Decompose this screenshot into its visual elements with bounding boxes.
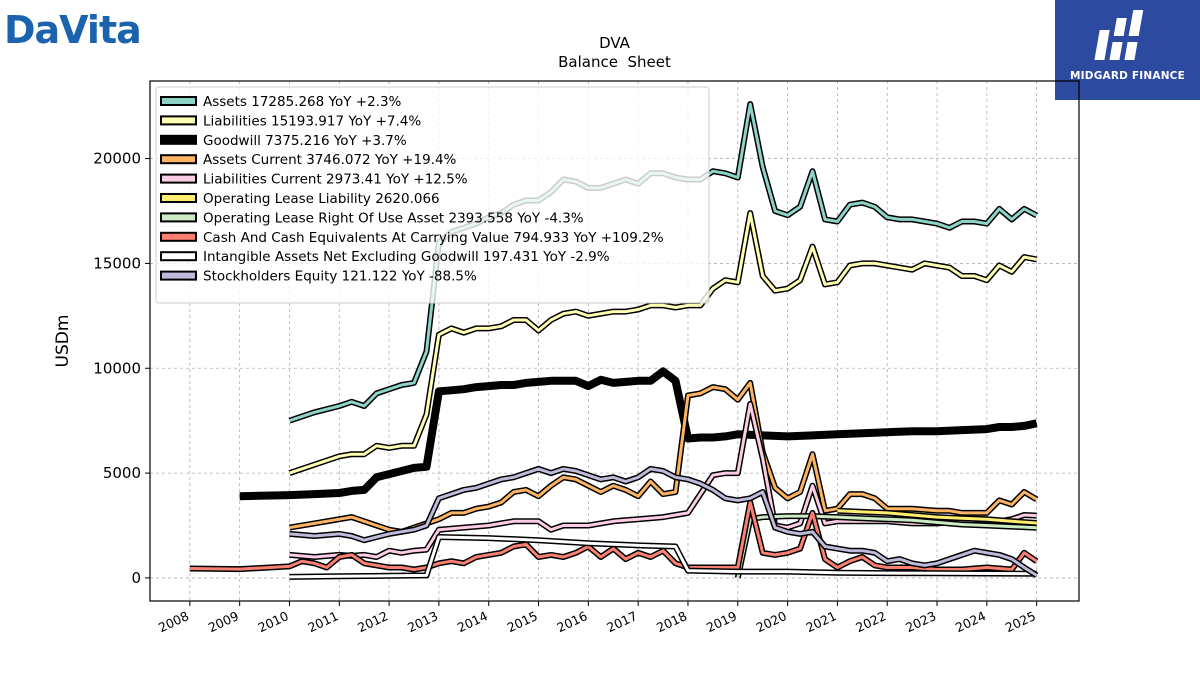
legend-label: Assets Current 3746.072 YoY +19.4% (203, 152, 457, 168)
series-layer (189, 101, 1039, 580)
y-tick-label: 0 (131, 569, 141, 587)
x-tick-label: 2014 (455, 608, 490, 635)
legend-label: Liabilities 15193.917 YoY +7.4% (203, 113, 421, 129)
legend-swatch (160, 173, 197, 184)
x-tick-label: 2022 (853, 608, 888, 635)
legend-label: Stockholders Equity 121.122 YoY -88.5% (203, 269, 477, 285)
legend-label: Assets 17285.268 YoY +2.3% (203, 94, 402, 110)
series-line (289, 381, 1038, 534)
chart-subtitle: Balance Sheet (558, 53, 671, 71)
x-tick-label: 2015 (505, 608, 540, 635)
legend-entry: Liabilities Current 2973.41 YoY +12.5% (160, 172, 468, 188)
series-operating-lease-right-of-use-asset (734, 513, 1037, 579)
x-tick-label: 2025 (1003, 608, 1038, 635)
y-tick-label: 10000 (93, 359, 141, 377)
series-line (289, 535, 1037, 579)
legend-label: Intangible Assets Net Excluding Goodwill… (203, 249, 610, 265)
legend-label: Cash And Cash Equivalents At Carrying Va… (203, 230, 664, 246)
y-axis-label: USDm (53, 315, 73, 368)
davita-logo-text: DaVita (4, 8, 142, 52)
legend-swatch (160, 115, 197, 126)
legend-swatch (160, 212, 197, 223)
x-tick-label: 2013 (405, 608, 440, 635)
x-tick-label: 2017 (604, 608, 639, 635)
midgard-finance-emblem-icon (1094, 10, 1148, 60)
x-tick-label: 2011 (305, 608, 340, 635)
x-tick-label: 2024 (953, 608, 988, 635)
series-assets-current (289, 379, 1039, 535)
legend-label: Liabilities Current 2973.41 YoY +12.5% (203, 172, 468, 188)
x-tick-label: 2016 (554, 608, 589, 635)
y-tick-label: 5000 (103, 464, 141, 482)
legend: Assets 17285.268 YoY +2.3% Liabilities 15… (155, 86, 710, 304)
legend-entry: Goodwill 7375.216 YoY +3.7% (160, 133, 407, 149)
x-tick-label: 2019 (704, 608, 739, 635)
y-tick-label: 20000 (93, 150, 141, 168)
series-line-outline (289, 534, 1037, 580)
legend-swatch (160, 231, 197, 242)
legend-swatch (160, 270, 197, 281)
legend-label: Operating Lease Liability 2620.066 (203, 191, 440, 207)
series-line (289, 467, 1038, 577)
x-tick-label: 2009 (206, 608, 241, 635)
legend-swatch (160, 134, 197, 145)
y-tick-label: 15000 (93, 254, 141, 272)
legend-entry: Operating Lease Right Of Use Asset 2393.… (160, 210, 584, 226)
legend-label: Operating Lease Right Of Use Asset 2393.… (203, 210, 584, 226)
legend-entry: Cash And Cash Equivalents At Carrying Va… (160, 230, 664, 246)
legend-entry: Operating Lease Liability 2620.066 (160, 191, 440, 207)
legend-swatch (160, 193, 197, 203)
series-cash-and-cash-equivalents-at-carrying-value (189, 499, 1039, 573)
series-line (837, 509, 1037, 525)
x-tick-label: 2020 (754, 608, 789, 635)
legend-swatch (160, 96, 197, 106)
chart-title: DVA (599, 34, 631, 52)
legend-swatch (160, 251, 197, 262)
x-tick-label: 2018 (654, 608, 689, 635)
series-line (289, 211, 1037, 475)
series-stockholders-equity (289, 465, 1039, 578)
davita-logo: DaVita (4, 8, 142, 52)
series-goodwill (239, 367, 1038, 501)
x-tick-label: 2023 (903, 608, 938, 635)
legend-swatch (160, 154, 197, 165)
x-tick-label: 2012 (355, 608, 390, 635)
series-line (736, 514, 1037, 579)
x-tick-label: 2010 (256, 608, 291, 635)
x-tick-label: 2008 (156, 608, 191, 635)
legend-entry: Assets Current 3746.072 YoY +19.4% (160, 152, 457, 168)
series-intangible-assets-net-excluding-goodwill (289, 534, 1037, 580)
legend-entry: Liabilities 15193.917 YoY +7.4% (160, 113, 421, 129)
x-tick-label: 2021 (804, 608, 839, 635)
series-operating-lease-liability (837, 507, 1037, 526)
midgard-finance-text: MIDGARD FINANCE (1070, 70, 1185, 82)
series-line (239, 367, 1038, 501)
plot-area-frame (149, 80, 1080, 602)
legend-entry: Intangible Assets Net Excluding Goodwill… (160, 249, 610, 265)
series-liabilities (288, 210, 1038, 476)
legend-entry: Stockholders Equity 121.122 YoY -88.5% (160, 269, 477, 285)
legend-label: Goodwill 7375.216 YoY +3.7% (203, 133, 407, 149)
legend-entry: Assets 17285.268 YoY +2.3% (160, 94, 402, 110)
legend-box (155, 86, 710, 304)
series-line (189, 501, 1038, 571)
